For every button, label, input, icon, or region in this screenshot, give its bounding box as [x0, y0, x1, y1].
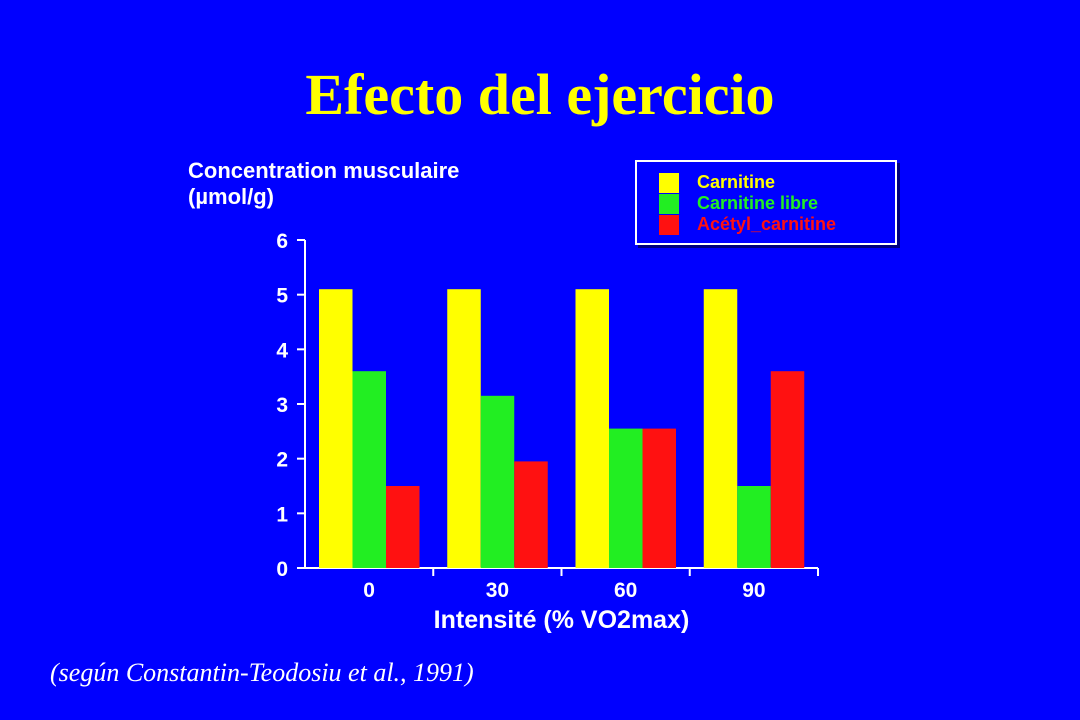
bar-carnitine-libre-0 [352, 371, 386, 568]
chart-legend: Carnitine Carnitine libre Acétyl_carniti… [635, 160, 897, 245]
slide-title: Efecto del ejercicio [305, 62, 775, 127]
bar-carnitine-0 [319, 289, 353, 568]
bar-carnitine-30 [447, 289, 481, 568]
y-tick-label-0: 0 [276, 558, 288, 581]
bar-ac-tyl-carnitine-60 [642, 428, 676, 568]
bar-carnitine-90 [703, 289, 738, 568]
x-tick-label-90: 90 [742, 579, 765, 602]
y-tick-label-2: 2 [276, 449, 288, 472]
legend-label-carnitine: Carnitine [697, 172, 776, 192]
legend-swatch-acetyl-carnitine [659, 215, 679, 235]
bar-carnitine-libre-60 [609, 428, 643, 568]
legend-swatch-carnitine-libre [659, 194, 679, 214]
y-axis-label: Concentration musculaire (µmol/g) [188, 158, 459, 210]
legend-label-carnitine-libre: Carnitine libre [697, 193, 819, 213]
x-tick-label-30: 30 [486, 579, 509, 602]
y-tick-label-1: 1 [276, 503, 288, 526]
legend-swatch-carnitine [659, 173, 679, 193]
source-citation: (según Constantin-Teodosiu et al., 1991) [50, 658, 474, 687]
bar-ac-tyl-carnitine-30 [514, 461, 548, 568]
y-axis-label-line-1: Concentration musculaire [188, 158, 460, 183]
y-tick-label-6: 6 [276, 230, 288, 253]
bar-ac-tyl-carnitine-90 [770, 371, 805, 568]
bar-carnitine-libre-90 [737, 486, 771, 568]
x-axis-label: Intensité (% VO2max) [434, 606, 690, 634]
y-axis-label-line-2: (µmol/g) [188, 184, 274, 209]
x-tick-label-0: 0 [363, 579, 375, 602]
y-tick-label-4: 4 [276, 339, 288, 362]
y-tick-label-3: 3 [276, 394, 288, 417]
bar-carnitine-60 [575, 289, 609, 568]
legend-label-acetyl-carnitine: Acétyl_carnitine [697, 214, 837, 234]
y-tick-label-5: 5 [276, 285, 288, 308]
x-tick-label-60: 60 [614, 579, 637, 602]
bar-ac-tyl-carnitine-0 [386, 486, 420, 568]
bar-carnitine-libre-30 [480, 395, 515, 568]
